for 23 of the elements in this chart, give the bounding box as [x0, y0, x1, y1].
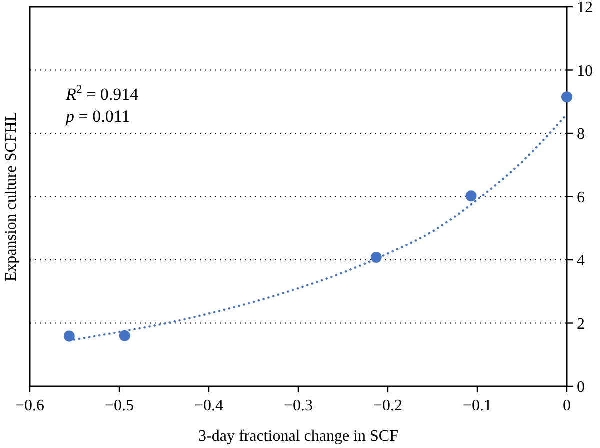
x-tick-label: 0	[563, 398, 571, 414]
y-tick-label: 0	[577, 379, 585, 396]
y-tick-label: 12	[577, 0, 593, 17]
x-tick-label: −0.6	[15, 398, 45, 414]
x-tick-label: −0.3	[284, 398, 314, 414]
point	[562, 92, 572, 103]
x-axis-title: 3-day fractional change in SCF	[198, 428, 399, 445]
y-tick-label: 2	[577, 316, 585, 333]
y-tick-label: 8	[577, 126, 585, 144]
point	[64, 330, 75, 342]
point	[466, 190, 477, 202]
point	[370, 252, 382, 263]
y-tick-label: 4	[577, 252, 585, 270]
annotation: p = 0.011	[65, 107, 130, 126]
y-tick-label: 6	[577, 189, 585, 206]
x-tick-label: −0.2	[373, 398, 403, 414]
x-tick-label: −0.4	[194, 398, 224, 414]
y-axis-title: Expansion culture SCFHL	[3, 112, 20, 282]
point	[119, 330, 130, 342]
x-tick-label: −0.5	[104, 398, 134, 414]
x-tick-label: −0.1	[462, 398, 492, 414]
y-tick-label: 10	[577, 62, 593, 80]
annotation: R$^{2}$ = 0.914	[65, 82, 140, 104]
